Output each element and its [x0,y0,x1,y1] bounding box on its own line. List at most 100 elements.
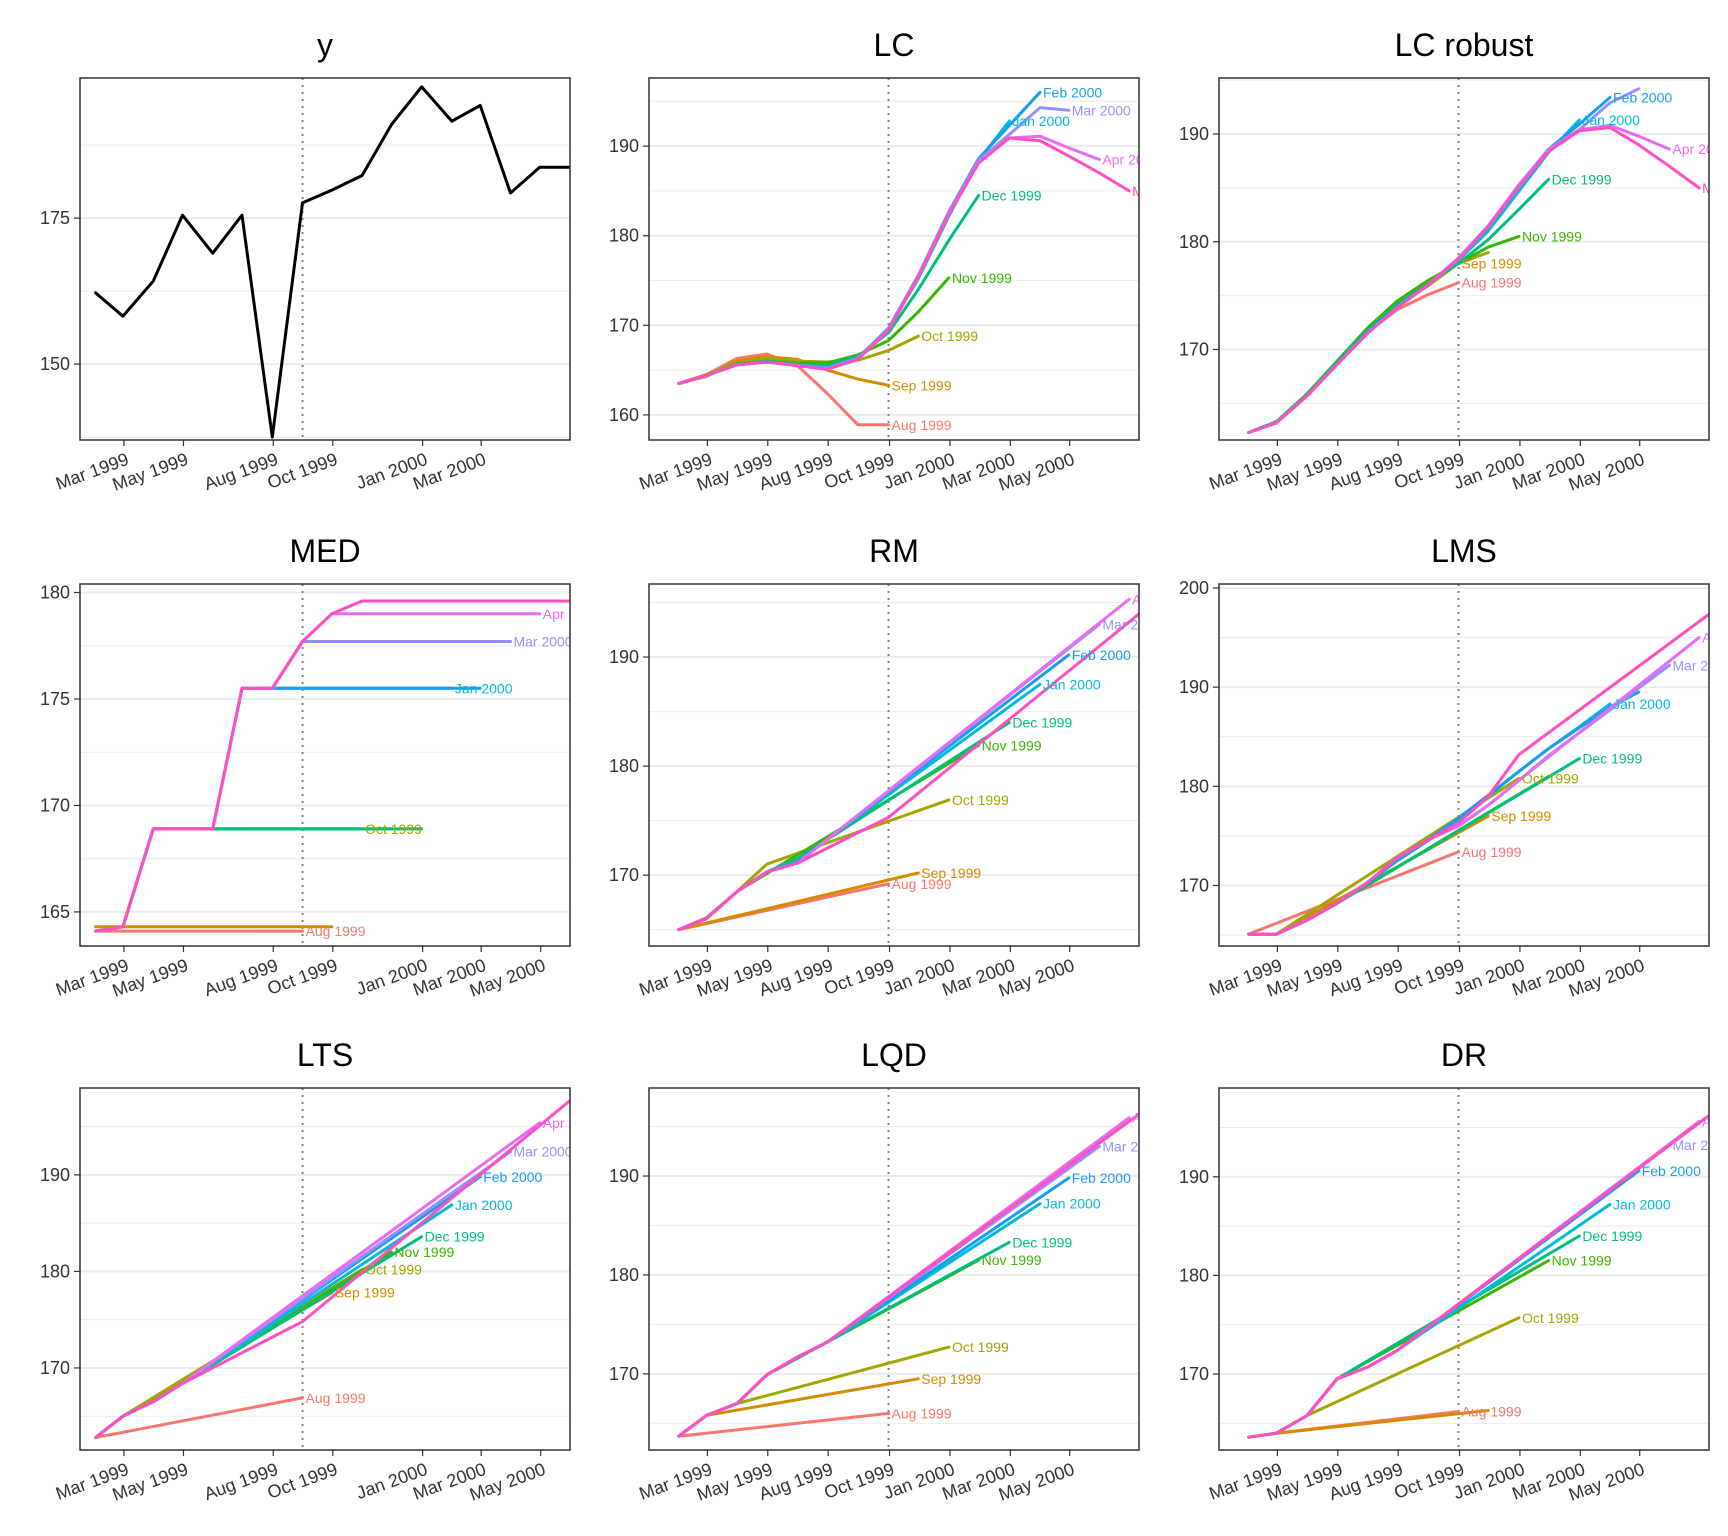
series-label: Jan 2000 [1582,112,1640,128]
series-group [1247,584,1709,946]
series-label: Dec 1999 [1012,714,1072,730]
series-label: Oct 1999 [952,792,1009,808]
series-label: Jan 2000 [1012,113,1070,129]
series-label: Aug 1999 [892,876,952,892]
plot-background [1219,1088,1709,1450]
panel-border [1218,583,1710,947]
series-line-may-2000 [1247,612,1709,936]
series-label: Oct 1999 [952,1339,1009,1355]
y-tick-label: 170 [609,865,639,885]
series-label: Mar 2000 [513,1144,572,1160]
series-label: Jan 2000 [1043,1196,1101,1212]
series-label: Mar 2000 [1102,616,1161,632]
panel-title: LC robust [1395,27,1534,63]
plot-background [80,1088,570,1450]
panel-title: y [317,27,333,63]
panel-title: DR [1441,1037,1487,1073]
plot-background [649,584,1139,946]
y-tick-label: 170 [609,1364,639,1384]
series-label: Aug 1999 [892,1405,952,1421]
series-group [1247,1088,1709,1450]
series-label: Oct 1999 [1522,1310,1579,1326]
series-label: Apr 200 [1702,1114,1728,1130]
series-label: Aug 1999 [1462,844,1522,860]
series-label: Ma [573,593,593,609]
y-tick-label: 170 [1179,1364,1209,1384]
y-tick-label: 200 [1179,578,1209,598]
series-label: Apr 200 [1672,141,1721,157]
series-line-may-2000 [677,612,1139,932]
y-tick-label: 190 [40,1165,70,1185]
series-group [94,1088,570,1450]
label-group: Aug 1999 Oct 1999 Nov 1999 Dec 1999 Jan 2000… [1462,1114,1728,1420]
y-tick-label: 180 [40,1261,70,1281]
panel-border [79,1087,571,1451]
series-label: Apr 200 [543,606,592,622]
y-tick-label: 190 [609,136,639,156]
series-label: Dec 1999 [1012,1234,1072,1250]
series-line-may-2000 [677,1112,1139,1438]
y-tick-label: 170 [1179,876,1209,896]
series-label: Dec 1999 [1582,751,1642,767]
series-line-may-2000 [1247,126,1701,434]
series-label: Feb 2000 [1043,84,1102,100]
y-tick-label: 180 [609,226,639,246]
panel-border [648,1087,1140,1451]
panel-border [648,583,1140,947]
series-line-aug-1999 [94,1396,304,1439]
series-line-sep-1999 [677,871,920,932]
panel-border [648,77,1140,441]
series-label: Ma [573,1093,593,1109]
series-label: Mar 2000 [1672,1137,1728,1153]
series-line-may-2000 [94,1099,570,1439]
series-group [1247,78,1701,440]
y-tick-label: 175 [40,208,70,228]
series-label: Nov 1999 [952,270,1012,286]
y-tick-label: 165 [40,902,70,922]
series-label: Jan 2000 [1613,1196,1671,1212]
y-tick-label: 180 [609,1265,639,1285]
series-label: Jan 2000 [455,680,513,696]
series-group [677,78,1131,440]
panel-title: RM [869,533,919,569]
series-group [94,78,570,440]
series-label: Nov 1999 [394,1244,454,1260]
series-line-may-2000 [94,599,570,933]
series-label: Feb 2000 [1642,1163,1701,1179]
series-label: Mar 2000 [513,633,572,649]
panel-border [79,77,571,441]
panel-title: LC [874,27,915,63]
series-label: Feb 2000 [1613,89,1672,105]
series-label: Ma [1132,183,1152,199]
series-label: Sep 1999 [1491,808,1551,824]
y-tick-label: 190 [609,647,639,667]
series-label: Oct 1999 [921,328,978,344]
y-tick-label: 180 [609,756,639,776]
series-label: Sep 1999 [921,1371,981,1387]
y-tick-label: 180 [1179,1265,1209,1285]
series-label: Dec 1999 [1552,171,1612,187]
series-label: Apr 200 [543,1115,592,1131]
series-line-may-2000 [677,136,1131,385]
series-label: Dec 1999 [425,1229,485,1245]
series-label: Aug 1999 [306,923,366,939]
y-tick-label: 180 [1179,232,1209,252]
y-tick-label: 190 [1179,124,1209,144]
series-label: Sep 1999 [335,1285,395,1301]
y-tick-label: 170 [40,1358,70,1378]
series-label: Apr 200 [1702,630,1728,646]
plot-background [80,584,570,946]
y-tick-label: 180 [1179,776,1209,796]
series-label: Aug 1999 [306,1390,366,1406]
